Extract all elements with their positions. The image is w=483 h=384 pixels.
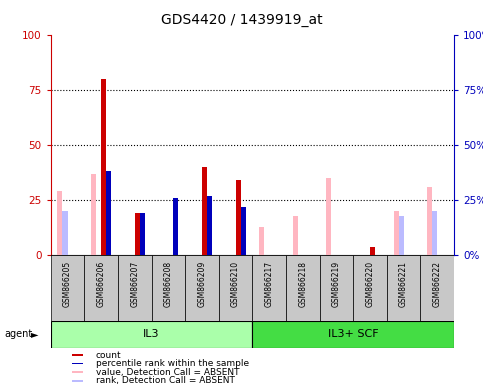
Bar [219, 255, 253, 321]
Text: GSM866217: GSM866217 [265, 261, 274, 307]
Bar [394, 211, 398, 255]
Text: IL3: IL3 [143, 329, 160, 339]
Text: GSM866220: GSM866220 [366, 261, 374, 307]
Text: GSM866208: GSM866208 [164, 261, 173, 307]
Text: GSM866206: GSM866206 [97, 261, 106, 307]
Bar [173, 198, 178, 255]
Bar [72, 362, 83, 364]
Text: GSM866207: GSM866207 [130, 261, 139, 307]
Bar [327, 178, 331, 255]
Bar [253, 255, 286, 321]
Bar [91, 174, 96, 255]
Bar [57, 191, 62, 255]
Text: GDS4420 / 1439919_at: GDS4420 / 1439919_at [161, 13, 322, 27]
Bar [432, 211, 437, 255]
Bar [185, 255, 219, 321]
Bar [420, 255, 454, 321]
Bar [398, 216, 404, 255]
Bar [72, 380, 83, 382]
Text: GSM866210: GSM866210 [231, 261, 240, 307]
Bar [118, 255, 152, 321]
Text: GSM866219: GSM866219 [332, 261, 341, 307]
Bar [320, 255, 353, 321]
Text: GSM866222: GSM866222 [433, 261, 442, 306]
Bar [101, 79, 106, 255]
Bar [353, 255, 387, 321]
Bar [241, 207, 246, 255]
Text: agent: agent [5, 329, 33, 339]
Bar [293, 216, 298, 255]
Bar [106, 172, 111, 255]
Bar [72, 371, 83, 373]
Bar [259, 227, 264, 255]
Bar [62, 211, 68, 255]
Bar [286, 255, 320, 321]
Text: ►: ► [31, 329, 39, 339]
Text: value, Detection Call = ABSENT: value, Detection Call = ABSENT [96, 367, 240, 377]
Bar [85, 255, 118, 321]
Bar [72, 354, 83, 356]
Bar [236, 180, 241, 255]
Bar [387, 255, 420, 321]
Bar [152, 255, 185, 321]
Text: GSM866205: GSM866205 [63, 261, 72, 307]
Bar [202, 167, 207, 255]
Bar [427, 187, 432, 255]
Bar [51, 255, 85, 321]
Text: GSM866209: GSM866209 [198, 261, 206, 307]
Text: GSM866218: GSM866218 [298, 261, 307, 306]
Text: rank, Detection Call = ABSENT: rank, Detection Call = ABSENT [96, 376, 235, 384]
Bar [135, 214, 140, 255]
Bar [253, 321, 454, 348]
Bar [51, 321, 253, 348]
Text: IL3+ SCF: IL3+ SCF [328, 329, 379, 339]
Bar [140, 214, 145, 255]
Text: percentile rank within the sample: percentile rank within the sample [96, 359, 249, 368]
Bar [207, 196, 212, 255]
Bar [370, 247, 375, 255]
Text: GSM866221: GSM866221 [399, 261, 408, 306]
Text: count: count [96, 351, 122, 360]
